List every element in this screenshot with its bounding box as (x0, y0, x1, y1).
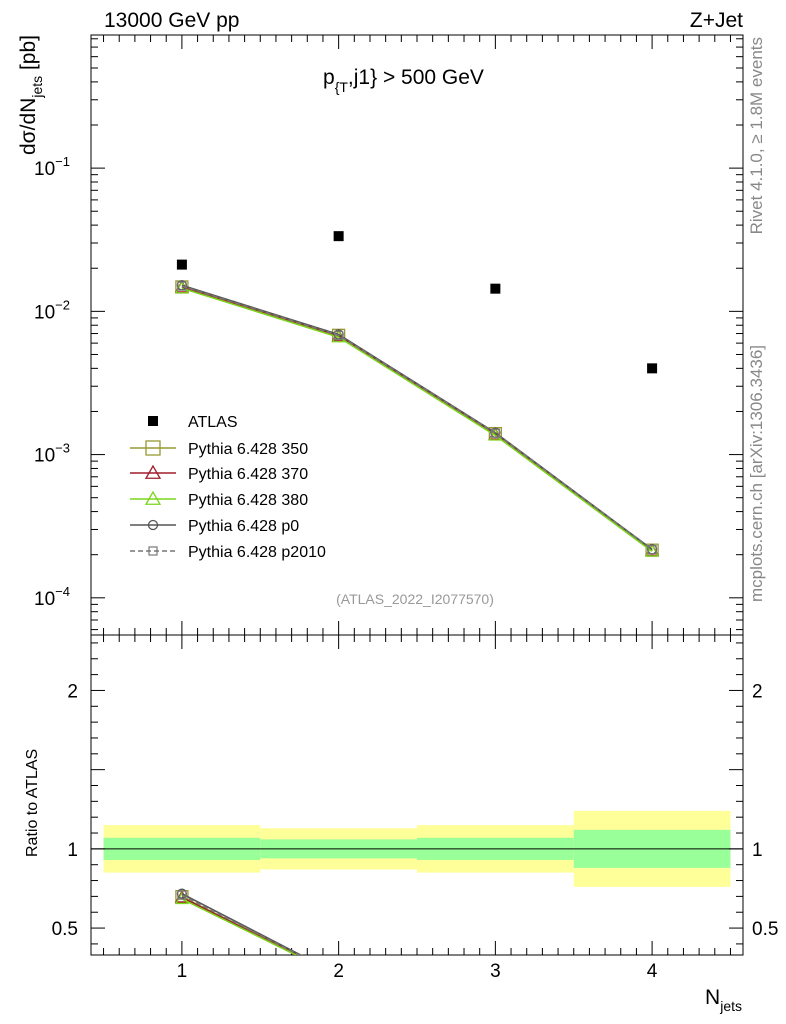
series-marker-main (177, 281, 187, 291)
main-y-tick-label: 10−3 (34, 441, 70, 467)
series-line-ratio (181, 892, 303, 955)
ratio-y-tick-label-right: 2 (752, 681, 763, 702)
series-marker-ratio (489, 986, 501, 997)
legend-label: Pythia 6.428 370 (188, 466, 308, 483)
ratio-y-label: Ratio to ATLAS (24, 749, 41, 857)
series-line-main (181, 287, 653, 553)
main-series-curves (174, 280, 660, 557)
legend: ATLAS Pythia 6.428 350 Pythia 6.428 370 Pyt… (130, 414, 326, 561)
header-left: 13000 GeV pp (104, 9, 239, 32)
header-right: Z+Jet (690, 9, 743, 32)
x-axis-label: Njets (705, 986, 742, 1014)
series-marker-ratio (646, 993, 658, 1005)
main-y-label: dσ/dNjets [pb] (17, 35, 45, 155)
series-marker-main (334, 330, 344, 340)
x-tick-label: 4 (647, 961, 658, 982)
series-line-main (181, 285, 653, 551)
x-tick-label: 3 (490, 961, 501, 982)
axis-ticks: 1 2 3 4 10−4 10−3 10−2 10−1 0.5 0.5 1 1 2 2 (34, 35, 778, 982)
atlas-point (333, 231, 344, 242)
legend-label: Pythia 6.428 380 (188, 492, 308, 509)
main-y-tick-label: 10−1 (34, 154, 70, 180)
xlabel-main: N (705, 986, 720, 1009)
series-line-ratio (181, 895, 301, 955)
atlas-data-points (176, 231, 658, 374)
legend-marker (145, 440, 161, 456)
title-sub: {T (335, 79, 349, 95)
ylabel-main: dσ/dN (17, 98, 40, 155)
legend-marker (148, 546, 158, 556)
series-line-main (181, 286, 653, 551)
legend-label: Pythia 6.428 p0 (188, 518, 299, 535)
atlas-point (176, 259, 187, 270)
series-line-ratio (181, 894, 301, 955)
series-line-main (181, 286, 653, 552)
series-marker-main (647, 545, 657, 555)
mcplots-label: mcplots.cern.ch [arXiv:1306.3436] (747, 345, 766, 602)
series-marker-ratio (489, 986, 501, 998)
ratio-y-tick-label: 2 (67, 681, 78, 702)
legend-atlas-label: ATLAS (188, 414, 238, 431)
title-main: p (323, 66, 335, 89)
series-marker-main (644, 544, 660, 557)
series-marker-ratio (646, 993, 658, 1004)
xlabel-sub: jets (719, 998, 742, 1014)
legend-marker (147, 519, 159, 531)
legend-label: Pythia 6.428 p2010 (188, 544, 326, 561)
series-marker-ratio (177, 890, 187, 900)
series-marker-ratio (174, 891, 190, 905)
series-marker-ratio (491, 987, 500, 996)
x-tick-label: 1 (177, 961, 188, 982)
series-line-ratio (181, 898, 298, 955)
ratio-y-tick-label: 1 (67, 840, 78, 861)
legend-label: Pythia 6.428 350 (188, 441, 308, 458)
series-line-main (181, 284, 653, 550)
legend-atlas-marker (148, 416, 158, 426)
series-marker-ratio (489, 986, 501, 997)
series-marker-ratio (648, 994, 657, 1003)
ratio-y-tick-label-right: 0.5 (752, 919, 778, 940)
plot-title: p{T,j1} > 500 GeV (323, 66, 484, 95)
rivet-label: Rivet 4.1.0, ≥ 1.8M events (747, 37, 766, 234)
atlas-point (647, 363, 658, 374)
ratio-y-tick-label: 0.5 (52, 919, 78, 940)
series-line-ratio (181, 896, 300, 955)
ylabel-sub: jets (29, 76, 45, 99)
x-tick-label: 2 (333, 961, 344, 982)
reference-label: (ATLAS_2022_I2077570) (336, 591, 494, 607)
series-marker-ratio (491, 988, 499, 996)
series-marker-main (490, 428, 500, 438)
main-y-tick-label: 10−4 (34, 584, 70, 610)
ratio-panel-frame (90, 634, 744, 956)
main-y-tick-label: 10−2 (34, 297, 70, 323)
ratio-y-tick-label-right: 1 (752, 840, 763, 861)
legend-marker (144, 464, 162, 479)
series-marker-ratio (646, 993, 658, 1004)
atlas-point (490, 283, 501, 294)
title-rest: ,j1} > 500 GeV (348, 66, 484, 89)
series-marker-ratio (648, 995, 656, 1003)
legend-marker (144, 490, 162, 505)
ratio-series-curves (174, 888, 658, 1005)
ylabel-unit: [pb] (17, 35, 40, 76)
